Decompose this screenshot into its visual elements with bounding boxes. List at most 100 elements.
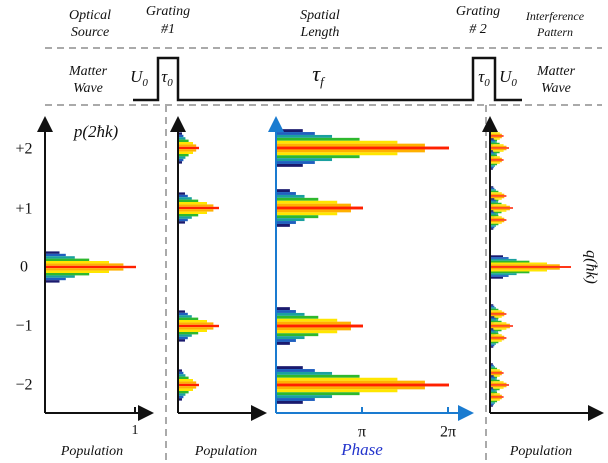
histogram-bar bbox=[277, 132, 315, 135]
histogram-bar bbox=[179, 327, 214, 330]
histogram-bar bbox=[277, 341, 290, 345]
histogram-bar bbox=[491, 129, 496, 131]
histogram-bar bbox=[491, 226, 495, 229]
histogram-bar bbox=[179, 156, 186, 159]
histogram-bar bbox=[491, 153, 496, 155]
histogram-bar bbox=[491, 403, 494, 406]
symbol: τ0 bbox=[161, 67, 173, 89]
histogram-bar bbox=[491, 375, 500, 377]
histogram-bar bbox=[491, 271, 530, 274]
histogram-bar bbox=[277, 398, 315, 401]
histogram-bar bbox=[491, 346, 494, 348]
histogram-bar bbox=[277, 197, 319, 201]
histogram-bar bbox=[179, 142, 193, 145]
histogram-bar bbox=[277, 200, 338, 204]
histogram-bar bbox=[179, 334, 192, 337]
histogram-bar bbox=[491, 260, 530, 263]
histogram-bar bbox=[179, 371, 184, 375]
tick-label: 0 bbox=[20, 259, 28, 276]
histogram-bar bbox=[491, 363, 493, 365]
histogram-bar bbox=[491, 316, 495, 318]
histogram-bar bbox=[277, 321, 351, 325]
tick-label: π bbox=[358, 424, 366, 441]
histogram-bar bbox=[491, 151, 494, 154]
histogram-bar bbox=[491, 127, 494, 130]
histogram-bar bbox=[491, 147, 509, 149]
matter-wave: Matter Wave Matter Wave U0 τ0 τf τ0 U0 bbox=[68, 56, 576, 102]
histogram-bar bbox=[491, 323, 510, 326]
histogram-bar bbox=[179, 134, 184, 138]
histogram-bar bbox=[491, 390, 496, 392]
histogram-bar bbox=[491, 139, 495, 142]
histogram-bar bbox=[491, 320, 502, 323]
histogram-bar bbox=[179, 192, 185, 195]
histogram-bar bbox=[491, 135, 504, 137]
histogram-bar bbox=[179, 381, 197, 384]
histogram-bar bbox=[179, 132, 182, 135]
histogram-bar bbox=[491, 142, 500, 145]
axis-label: q(ħk) bbox=[582, 250, 599, 284]
histograms bbox=[46, 126, 571, 407]
histogram-bar bbox=[179, 146, 199, 150]
header-label: #1 bbox=[161, 22, 175, 37]
histogram-bar bbox=[491, 190, 499, 193]
histogram-bar bbox=[491, 314, 505, 317]
histogram-bar bbox=[491, 258, 517, 261]
histogram-bar bbox=[491, 317, 496, 320]
histogram-bar bbox=[491, 316, 502, 318]
header-label: Optical bbox=[69, 8, 111, 23]
histogram-bar bbox=[491, 204, 507, 206]
histogram-bar bbox=[179, 218, 188, 222]
histogram-bar bbox=[491, 338, 505, 341]
histogram-bar bbox=[491, 372, 504, 374]
histogram-bar bbox=[491, 255, 503, 258]
histogram-bar bbox=[179, 320, 207, 323]
axes: p(2ħk) +2 +1 0 −1 −2 1 π 2π Population P… bbox=[15, 116, 604, 459]
histogram-bar bbox=[491, 366, 496, 368]
histogram-bar bbox=[491, 319, 499, 321]
histogram-bar bbox=[491, 343, 496, 345]
histogram-bar bbox=[179, 324, 219, 328]
histogram-bar bbox=[491, 201, 499, 203]
tick-label: 2π bbox=[440, 424, 456, 441]
header-label: Pattern bbox=[536, 25, 573, 39]
row-label: Wave bbox=[73, 81, 103, 96]
histogram-bar bbox=[277, 312, 305, 316]
histogram-bar bbox=[277, 333, 319, 337]
histogram-bar bbox=[277, 146, 449, 150]
axis-label: p(2ħk) bbox=[73, 122, 119, 141]
histogram-bar bbox=[179, 209, 214, 212]
histogram-bar bbox=[491, 198, 495, 200]
histogram-bar bbox=[179, 211, 207, 214]
histogram-bar bbox=[277, 215, 319, 219]
histogram-bar bbox=[179, 376, 189, 379]
histogram-bar bbox=[491, 329, 495, 332]
histogram-bar bbox=[277, 163, 303, 167]
histogram-bar bbox=[179, 154, 189, 157]
histogram-bar bbox=[179, 206, 219, 210]
histogram-bar bbox=[491, 195, 507, 197]
histogram-bar bbox=[491, 222, 502, 224]
histogram-bar bbox=[491, 329, 502, 332]
histogram-bar bbox=[277, 212, 338, 216]
histogram-bar bbox=[491, 159, 504, 161]
histogram-bar bbox=[491, 162, 500, 164]
histogram-bar bbox=[491, 165, 496, 167]
header-label: # 2 bbox=[469, 22, 487, 37]
histogram-bar bbox=[491, 213, 496, 215]
histogram-bar bbox=[179, 374, 186, 377]
histogram-bar bbox=[179, 216, 192, 219]
histogram-bar bbox=[491, 196, 505, 199]
histogram-bar bbox=[179, 139, 189, 142]
histogram-bar bbox=[277, 374, 360, 378]
histogram-bar bbox=[179, 383, 199, 387]
histogram-bar bbox=[491, 136, 502, 139]
histogram-bar bbox=[491, 311, 505, 314]
histogram-bar bbox=[491, 385, 507, 388]
histogram-bar bbox=[491, 217, 505, 220]
histogram-bar bbox=[491, 382, 507, 385]
tick-label: −2 bbox=[15, 377, 32, 394]
histogram-bar bbox=[179, 310, 185, 313]
histogram-bar bbox=[491, 223, 499, 226]
histogram-bar bbox=[179, 158, 184, 162]
